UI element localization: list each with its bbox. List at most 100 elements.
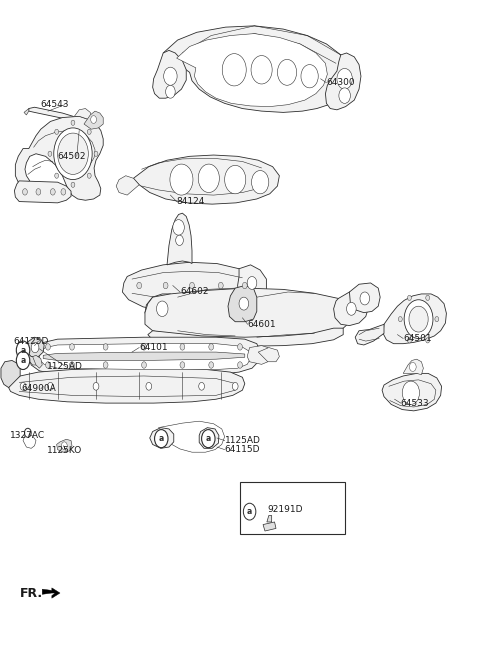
Circle shape <box>58 133 88 174</box>
Circle shape <box>20 382 26 390</box>
Text: 64900A: 64900A <box>22 384 56 393</box>
Text: 92191D: 92191D <box>267 505 302 514</box>
Circle shape <box>209 344 214 350</box>
Text: a: a <box>206 434 211 443</box>
Polygon shape <box>349 283 380 313</box>
Circle shape <box>31 342 39 353</box>
Polygon shape <box>150 428 174 448</box>
Circle shape <box>239 297 249 310</box>
Polygon shape <box>1 360 20 388</box>
Polygon shape <box>74 109 92 120</box>
Circle shape <box>163 282 168 289</box>
Circle shape <box>50 189 55 195</box>
Circle shape <box>87 173 91 178</box>
Circle shape <box>46 362 50 368</box>
Circle shape <box>70 362 74 368</box>
Circle shape <box>251 56 272 84</box>
Polygon shape <box>38 344 251 370</box>
Circle shape <box>225 165 246 194</box>
Text: a: a <box>159 434 164 443</box>
Polygon shape <box>163 26 349 112</box>
Polygon shape <box>15 116 103 200</box>
Circle shape <box>426 295 430 300</box>
Text: 64300: 64300 <box>326 78 355 87</box>
Circle shape <box>70 344 74 350</box>
Circle shape <box>142 344 146 350</box>
Text: 64501: 64501 <box>403 334 432 343</box>
Polygon shape <box>14 181 71 203</box>
Circle shape <box>202 430 215 448</box>
Circle shape <box>36 189 41 195</box>
Circle shape <box>48 151 52 156</box>
Circle shape <box>91 116 96 123</box>
Polygon shape <box>325 53 361 110</box>
Polygon shape <box>403 359 423 375</box>
Circle shape <box>23 189 27 195</box>
Circle shape <box>360 292 370 305</box>
Circle shape <box>48 382 53 390</box>
Circle shape <box>301 65 318 88</box>
Circle shape <box>55 173 59 178</box>
Circle shape <box>156 301 168 317</box>
Circle shape <box>435 317 439 322</box>
Circle shape <box>238 362 242 368</box>
Polygon shape <box>33 355 42 368</box>
Circle shape <box>199 382 204 390</box>
Polygon shape <box>57 439 72 452</box>
Circle shape <box>16 341 30 359</box>
Text: 64115D: 64115D <box>225 445 260 454</box>
Circle shape <box>337 68 352 89</box>
Circle shape <box>54 128 92 180</box>
Circle shape <box>46 344 50 350</box>
Polygon shape <box>42 588 60 598</box>
Circle shape <box>222 54 246 86</box>
Polygon shape <box>145 294 180 324</box>
Circle shape <box>180 344 185 350</box>
Circle shape <box>155 430 168 448</box>
Text: 64533: 64533 <box>401 399 430 408</box>
Bar <box>240 482 345 534</box>
Polygon shape <box>263 522 276 531</box>
Polygon shape <box>148 328 343 346</box>
Circle shape <box>404 300 433 339</box>
Polygon shape <box>153 50 186 98</box>
Circle shape <box>409 362 416 371</box>
Circle shape <box>176 235 183 245</box>
Polygon shape <box>267 516 272 522</box>
Polygon shape <box>355 324 384 345</box>
Circle shape <box>146 382 152 390</box>
Circle shape <box>94 151 98 156</box>
Polygon shape <box>133 155 279 204</box>
Polygon shape <box>247 346 270 364</box>
Polygon shape <box>9 368 245 403</box>
Polygon shape <box>43 352 245 360</box>
Polygon shape <box>199 428 219 448</box>
Polygon shape <box>258 348 279 362</box>
Polygon shape <box>228 286 257 322</box>
Circle shape <box>198 164 219 193</box>
Circle shape <box>243 503 256 520</box>
Text: 64602: 64602 <box>180 287 208 297</box>
Circle shape <box>277 59 297 85</box>
Polygon shape <box>29 337 260 376</box>
Circle shape <box>180 362 185 368</box>
Circle shape <box>409 306 428 332</box>
Circle shape <box>242 282 247 289</box>
Text: 64601: 64601 <box>248 320 276 329</box>
Circle shape <box>142 362 146 368</box>
Text: a: a <box>21 346 25 355</box>
Circle shape <box>402 381 420 404</box>
Polygon shape <box>29 107 74 121</box>
Polygon shape <box>383 294 446 344</box>
Circle shape <box>71 182 75 187</box>
Circle shape <box>103 344 108 350</box>
Polygon shape <box>167 213 192 265</box>
Circle shape <box>339 88 350 103</box>
Circle shape <box>55 129 59 134</box>
Circle shape <box>93 382 99 390</box>
Circle shape <box>408 338 411 343</box>
Text: 64125D: 64125D <box>13 337 49 346</box>
Text: 1125KO: 1125KO <box>47 446 82 455</box>
Circle shape <box>238 344 242 350</box>
Polygon shape <box>122 262 259 313</box>
